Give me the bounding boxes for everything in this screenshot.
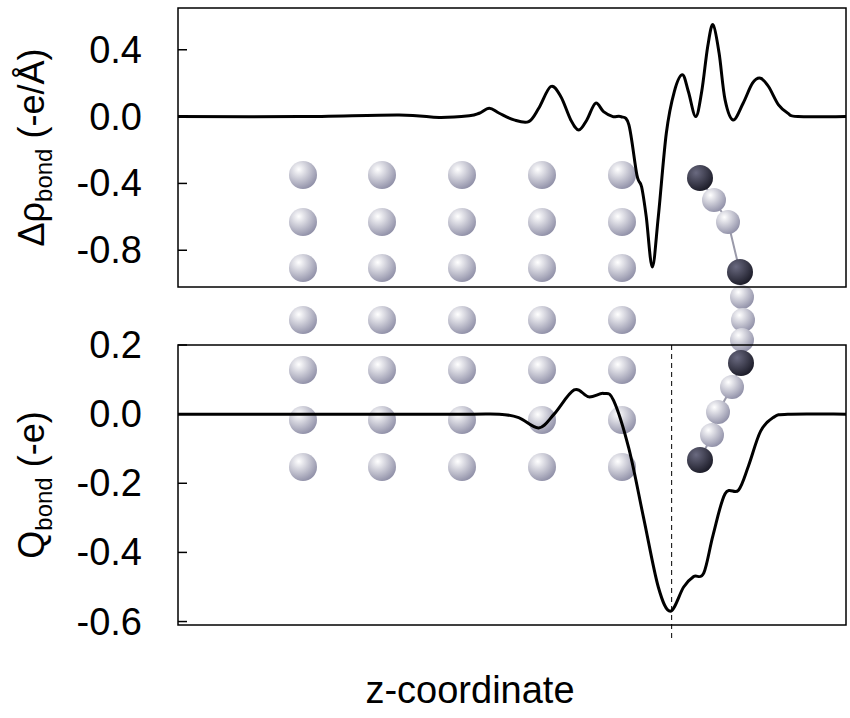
chain-atom [702,188,726,212]
y-tick-label: -0.2 [77,462,142,504]
y-tick-label: -0.6 [77,601,142,643]
y-tick-label: 0.2 [89,324,142,366]
y-tick-label: -0.4 [77,162,142,204]
atom [289,306,317,334]
reference-line [671,345,672,639]
panel: -0.8 -0.4 0.0 0.4 Δρbond (-e/Å) [11,8,846,287]
atom [448,254,476,282]
y-axis-title-part: (-e) [11,411,52,477]
atom [448,453,476,481]
plot-frame [178,345,846,625]
atom [528,406,556,434]
atom [368,208,396,236]
atom [448,306,476,334]
y-axis-title: Δρbond (-e/Å) [11,49,57,247]
chain-atom [727,259,753,285]
y-tick-label: 0.0 [89,96,142,138]
chain-atom [730,328,754,352]
atom [608,208,636,236]
data-line [178,389,846,611]
x-axis-title: z-coordinate [365,669,574,711]
atom [608,306,636,334]
atom [608,254,636,282]
atom-illustration [289,161,755,481]
atom [289,453,317,481]
chain-atom [730,285,754,309]
y-axis-title-sub: bond [30,477,57,530]
y-tick-label: -0.8 [77,229,142,271]
y-tick [178,249,187,251]
y-tick [178,483,187,485]
atom [289,356,317,384]
atom [289,161,317,189]
y-axis-title-part: (-e/Å) [11,49,52,149]
atom [448,208,476,236]
data-line [178,25,846,267]
y-tick [178,552,187,554]
chain-atom [706,400,730,424]
chain-atom [687,165,713,191]
atom [448,406,476,434]
atom [289,406,317,434]
atom [528,306,556,334]
data-group [178,25,846,267]
atom [608,161,636,189]
atom [289,208,317,236]
y-tick [178,183,187,185]
y-tick-label: -0.4 [77,531,142,573]
plot-frame [178,8,846,287]
atom [289,254,317,282]
atom [528,161,556,189]
y-tick [178,49,187,51]
panel: -0.6 -0.4 -0.2 0.0 0.2 Qbond (-e) z-coordinate [11,324,846,711]
atom [368,406,396,434]
atom [368,306,396,334]
y-tick-label: 0.0 [89,393,142,435]
chain-atom [716,210,740,234]
chain-atom [720,375,744,399]
chain-atom [728,350,754,376]
atom [368,453,396,481]
y-axis-title-sub: bond [30,149,57,202]
atom [368,254,396,282]
y-axis-title-part: Q [11,531,52,559]
y-axis-title-part: Δρ [11,202,52,247]
y-tick [178,344,187,346]
atom [448,356,476,384]
atom [528,356,556,384]
atom [528,208,556,236]
y-tick-label: 0.4 [89,29,142,71]
atom [528,254,556,282]
y-axis-title: Qbond (-e) [11,411,57,558]
chain-atom [700,423,724,447]
atom [608,356,636,384]
atom [528,453,556,481]
atom [368,161,396,189]
figure: -0.8-0.40.00.4Δρbond (-e/Å)-0.6-0.4-0.20… [0,0,850,718]
atom [368,356,396,384]
y-tick [178,621,187,623]
data-group [178,389,846,611]
atom [448,161,476,189]
chain-atom [687,447,713,473]
